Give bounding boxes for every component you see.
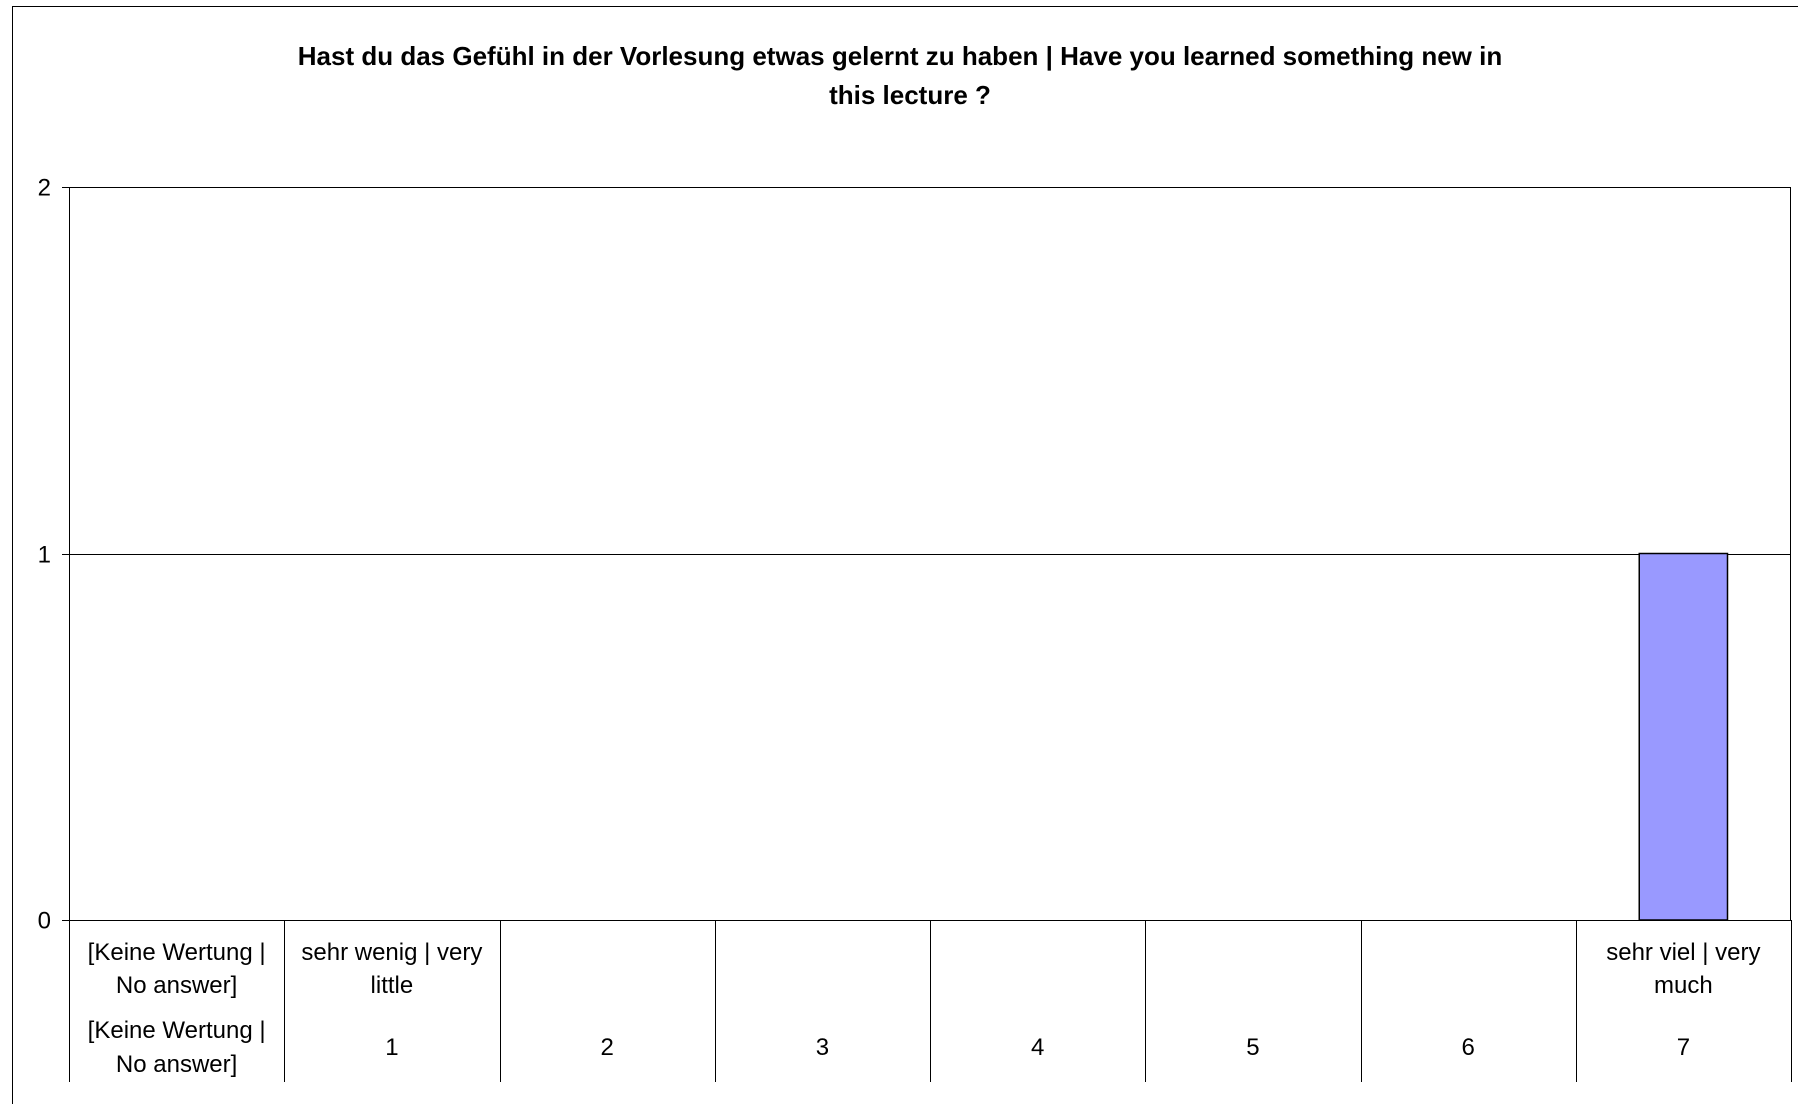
x-category-label-7-line-1: sehr viel | very <box>1606 939 1760 966</box>
x-category-value-3: 3 <box>816 1034 829 1061</box>
x-category-value-1: 1 <box>385 1034 398 1061</box>
x-category-label-1-line-2: little <box>371 972 414 999</box>
x-category-value-2: 2 <box>600 1034 613 1061</box>
x-category-value-0-line-2: No answer] <box>116 1051 237 1078</box>
bar-7 <box>1638 552 1729 921</box>
y-tick-labels: 0 1 2 <box>38 175 51 935</box>
chart-title-line-1: Hast du das Gefühl in der Vorlesung etwa… <box>298 41 1502 71</box>
x-category-label-0-line-1: [Keine Wertung | <box>88 939 266 966</box>
x-category-table: [Keine Wertung | No answer] sehr wenig | v… <box>69 920 1792 1082</box>
y-tick-label-2: 2 <box>38 175 51 202</box>
chart-title-line-2: this lecture ? <box>829 80 991 110</box>
x-category-label-7-line-2: much <box>1654 972 1713 999</box>
x-category-label-0-line-2: No answer] <box>116 972 237 999</box>
x-category-value-6: 6 <box>1461 1034 1474 1061</box>
y-tick-label-1: 1 <box>38 542 51 569</box>
x-category-label-1-line-1: sehr wenig | very <box>301 939 482 966</box>
x-category-value-5: 5 <box>1246 1034 1259 1061</box>
y-tick-label-0: 0 <box>38 908 51 935</box>
chart-border <box>12 6 1798 1104</box>
x-category-value-7: 7 <box>1677 1034 1690 1061</box>
bars <box>1638 552 1729 921</box>
x-category-value-4: 4 <box>1031 1034 1044 1061</box>
x-category-value-0-line-1: [Keine Wertung | <box>88 1017 266 1044</box>
